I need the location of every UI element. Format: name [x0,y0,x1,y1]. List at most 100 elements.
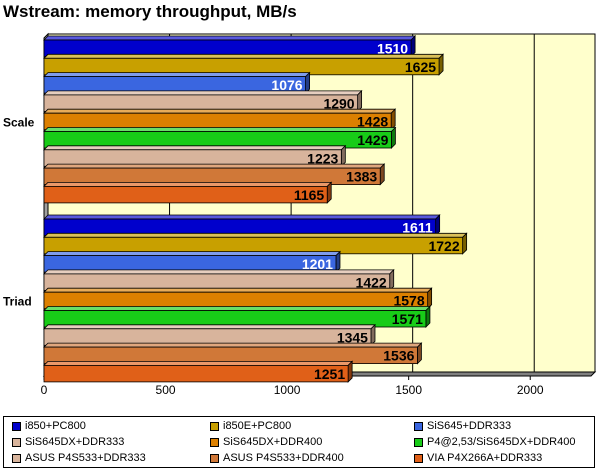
legend-item: ASUS P4S533+DDR400 [210,450,344,466]
legend-label: ASUS P4S533+DDR333 [25,452,146,464]
bar-top-face [43,35,417,41]
x-tick-label: 2000 [517,383,544,397]
bar-value-label: 1429 [357,132,388,148]
bar: 1201 [43,250,341,274]
bar-side-face [425,305,431,328]
bar: 1429 [43,126,397,149]
bar-side-face [410,35,416,58]
bar-value-label: 1165 [294,187,325,203]
legend-swatch [210,453,219,463]
legend-item: SiS645DX+DDR333 [12,434,124,450]
bar-side-face [427,287,433,310]
bar-value-label: 1201 [302,256,333,272]
bar-top-face [43,181,333,187]
bar-top-face [43,342,423,348]
bar-top-face [43,214,441,220]
bar-value-label: 1251 [314,366,345,382]
bar-top-face [43,127,397,132]
legend-label: i850E+PC800 [223,420,292,432]
bar-side-face [347,360,353,383]
legend-item: P4@2,53/SiS645DX+DDR400 [414,434,575,450]
bar-side-face [305,71,310,95]
legend-label: i850+PC800 [25,420,86,432]
bar-top-face [43,306,431,311]
legend-item: ASUS P4S533+DDR333 [12,450,146,466]
bar: 1251 [43,360,354,383]
bar: 1722 [43,232,468,255]
bar: 1625 [43,53,445,76]
bar: 1223 [43,144,347,168]
bar-side-face [379,163,385,186]
bar-top-face [43,360,354,366]
bar-top-face [43,287,433,293]
legend-swatch [12,453,21,463]
bar-top-face [43,163,386,169]
legend-label: SiS645DX+DDR400 [223,436,323,448]
x-tick-label: 0 [41,383,48,397]
bar-value-label: 1571 [392,311,423,327]
bar: 1611 [43,214,441,237]
bar-top-face [43,72,311,77]
bar-side-face [462,232,468,255]
bar-side-face [335,250,341,274]
legend-item: SiS645+DDR333 [414,418,511,434]
bar-value-label: 1625 [405,59,436,75]
bar-top-face [43,108,397,114]
bar: 1536 [43,342,423,365]
bar-value-label: 1611 [402,220,433,236]
legend-swatch [12,437,21,447]
bar-value-label: 1290 [323,95,354,111]
bar-value-label: 1076 [271,77,302,93]
bar: 1290 [43,89,363,113]
legend-item: i850E+PC800 [210,418,291,434]
bar-value-label: 1422 [356,274,387,290]
bar-side-face [389,268,395,292]
legend-label: P4@2,53/SiS645DX+DDR400 [427,436,576,448]
bar: 1571 [43,305,431,328]
bar-value-label: 1383 [346,169,377,185]
bar-value-label: 1510 [377,41,408,57]
bar-top-face [43,232,468,238]
bar: 1076 [43,71,311,95]
bar-value-label: 1345 [337,329,368,345]
bar: 1428 [43,108,397,131]
bar-front-face [43,185,328,204]
bar-top-face [43,53,445,59]
bar-value-label: 1722 [428,238,459,254]
bar-side-face [370,323,376,347]
x-tick-label: 1000 [274,383,301,397]
legend-swatch [210,421,219,431]
legend-item: SiS645DX+DDR400 [210,434,322,450]
legend-swatch [12,421,21,431]
bar-top-face [43,145,347,151]
legend-label: VIA P4X266A+DDR333 [427,452,543,464]
category-label: Scale [3,115,35,129]
bar-front-face [43,364,349,383]
bar: 1165 [43,181,333,204]
legend-swatch [210,437,219,447]
bar: 1345 [43,323,376,347]
legend-swatch [414,421,423,431]
legend-item: i850+PC800 [12,418,86,434]
chart-title: Wstream: memory throughput, MB/s [3,2,297,21]
bar-top-face [43,251,341,257]
legend-item: VIA P4X266A+DDR333 [414,450,542,466]
bar-side-face [357,89,363,113]
bar-side-face [326,181,332,204]
bar-side-face [435,214,441,237]
legend-label: SiS645+DDR333 [427,420,512,432]
legend: i850+PC800 i850E+PC800 SiS645+DDR333 SiS645… [3,416,595,468]
bar: 1383 [43,163,386,186]
category-label: Triad [3,294,32,308]
bar-value-label: 1428 [357,114,388,130]
bar-value-label: 1223 [307,150,338,166]
bar-side-face [340,144,346,168]
bar: 1422 [43,268,395,292]
x-tick-label: 500 [156,383,176,397]
bar-top-face [43,90,363,96]
x-tick-label: 1500 [395,383,422,397]
legend-label: ASUS P4S533+DDR400 [223,452,344,464]
bar-value-label: 1536 [383,348,414,364]
bar: 1510 [43,35,417,58]
